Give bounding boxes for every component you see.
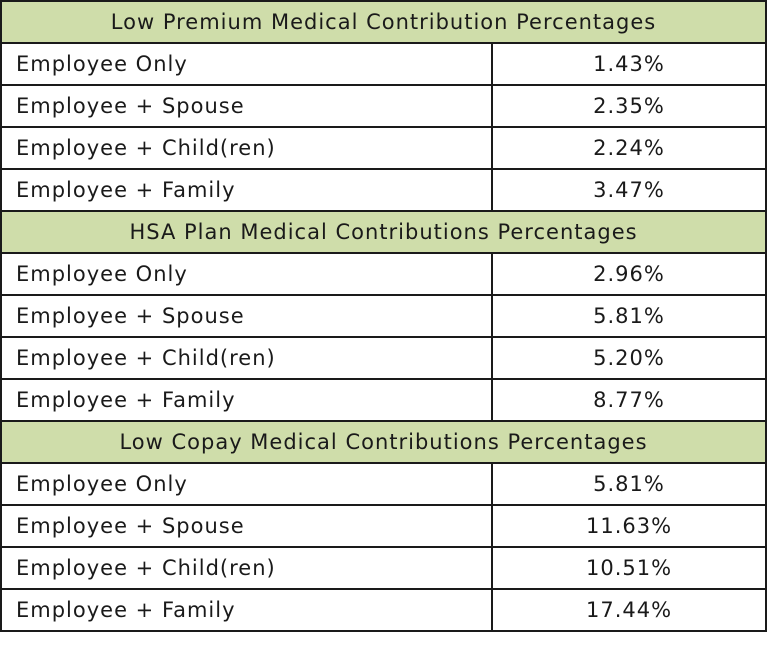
contribution-percentage: 2.96% [490,252,768,296]
table-row: Employee Only 1.43% [0,42,768,86]
section-header-row: HSA Plan Medical Contributions Percentag… [0,210,768,254]
section-header-row: Low Premium Medical Contribution Percent… [0,0,768,44]
contribution-percentage: 5.20% [490,336,768,380]
table-row: Employee + Child(ren) 5.20% [0,336,768,380]
contribution-percentage: 1.43% [490,42,768,86]
tier-label: Employee Only [0,42,493,86]
table-row: Employee + Spouse 2.35% [0,84,768,128]
table-row: Employee + Family 3.47% [0,168,768,212]
tier-label: Employee + Family [0,588,493,632]
tier-label: Employee + Spouse [0,84,493,128]
section-title-low-premium: Low Premium Medical Contribution Percent… [0,0,768,44]
table-row: Employee + Spouse 5.81% [0,294,768,338]
contribution-percentage: 10.51% [490,546,768,590]
contribution-percentage: 3.47% [490,168,768,212]
tier-label: Employee Only [0,252,493,296]
section-header-row: Low Copay Medical Contributions Percenta… [0,420,768,464]
tier-label: Employee + Child(ren) [0,336,493,380]
table-row: Employee + Child(ren) 2.24% [0,126,768,170]
contribution-percentage: 8.77% [490,378,768,422]
tier-label: Employee Only [0,462,493,506]
contribution-percentage: 2.24% [490,126,768,170]
contribution-percentage: 17.44% [490,588,768,632]
table-row: Employee Only 2.96% [0,252,768,296]
table-row: Employee + Family 8.77% [0,378,768,422]
contribution-percentage: 5.81% [490,294,768,338]
table-row: Employee + Spouse 11.63% [0,504,768,548]
tier-label: Employee + Spouse [0,294,493,338]
section-title-hsa-plan: HSA Plan Medical Contributions Percentag… [0,210,768,254]
table-row: Employee + Child(ren) 10.51% [0,546,768,590]
contribution-percentage: 11.63% [490,504,768,548]
contribution-table: Low Premium Medical Contribution Percent… [0,0,768,632]
tier-label: Employee + Family [0,378,493,422]
table-row: Employee Only 5.81% [0,462,768,506]
tier-label: Employee + Family [0,168,493,212]
tier-label: Employee + Spouse [0,504,493,548]
table-row: Employee + Family 17.44% [0,588,768,632]
tier-label: Employee + Child(ren) [0,546,493,590]
contribution-percentage: 5.81% [490,462,768,506]
tier-label: Employee + Child(ren) [0,126,493,170]
contribution-percentage: 2.35% [490,84,768,128]
section-title-low-copay: Low Copay Medical Contributions Percenta… [0,420,768,464]
